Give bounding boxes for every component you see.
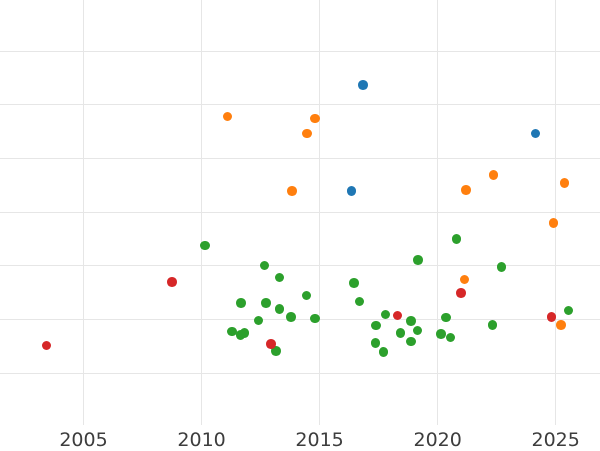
data-point-green (239, 328, 250, 338)
data-point-red (266, 339, 276, 349)
gridline-horizontal (0, 104, 600, 106)
x-tick-label: 2005 (59, 429, 108, 451)
data-point-green (227, 326, 237, 337)
data-point-green (349, 278, 359, 288)
data-point-green (253, 315, 264, 326)
data-point-orange (222, 111, 233, 122)
gridline-horizontal (0, 211, 600, 213)
data-point-green (236, 298, 246, 308)
gridline-vertical (555, 0, 557, 425)
x-tick-label: 2025 (531, 429, 580, 451)
data-point-orange (302, 128, 312, 139)
data-point-red (456, 288, 466, 298)
gridline-vertical (201, 0, 203, 425)
data-point-orange (287, 186, 297, 196)
data-point-orange (488, 170, 499, 180)
data-point-green (261, 298, 271, 308)
data-point-green (441, 312, 451, 323)
data-point-green (445, 332, 456, 343)
data-point-green (271, 346, 281, 356)
data-point-green (436, 329, 446, 339)
data-point-orange (310, 113, 320, 124)
data-point-blue (530, 128, 541, 139)
data-point-green (406, 316, 416, 326)
data-point-green (301, 290, 312, 301)
data-point-green (413, 255, 423, 265)
gridline-horizontal (0, 50, 600, 52)
data-point-green (412, 325, 423, 336)
x-tick-label: 2010 (177, 429, 226, 451)
gridline-horizontal (0, 372, 600, 374)
data-point-green (371, 320, 381, 331)
data-point-green (406, 336, 416, 347)
data-point-red (546, 312, 557, 322)
gridline-horizontal (0, 157, 600, 159)
data-point-green (380, 309, 391, 320)
data-point-green (354, 296, 365, 307)
gridline-vertical (437, 0, 439, 425)
data-point-green (259, 260, 270, 271)
data-point-orange (459, 274, 470, 285)
data-point-green (370, 338, 381, 348)
data-point-orange (556, 320, 566, 330)
data-point-green (395, 328, 406, 338)
data-point-red (167, 277, 177, 287)
data-point-green (563, 305, 574, 316)
data-point-orange (559, 178, 570, 188)
x-tick-label: 2020 (413, 429, 462, 451)
gridline-vertical (319, 0, 321, 425)
data-point-orange (548, 218, 559, 228)
data-point-green (200, 240, 210, 251)
gridline-horizontal (0, 319, 600, 320)
gridline-vertical (83, 0, 84, 425)
data-point-orange (461, 185, 471, 195)
data-point-red (41, 340, 52, 351)
data-point-blue (346, 186, 357, 196)
data-point-green (286, 312, 296, 322)
data-point-green (310, 313, 320, 324)
data-point-green (487, 320, 498, 330)
data-point-green (451, 234, 462, 244)
data-point-green (496, 262, 507, 272)
gridline-horizontal (0, 265, 600, 267)
x-tick-label: 2015 (295, 429, 344, 451)
data-point-green (274, 272, 285, 283)
data-point-blue (358, 80, 368, 90)
data-point-green (274, 304, 285, 314)
data-point-green (378, 347, 389, 357)
data-point-red (392, 310, 403, 321)
